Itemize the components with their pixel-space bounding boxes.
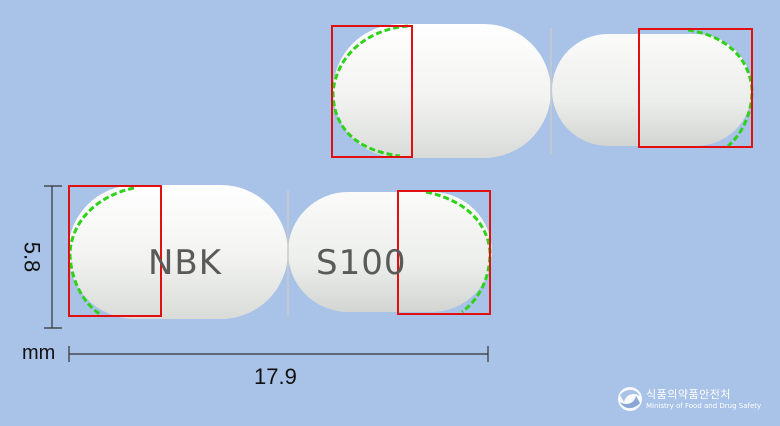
detect-box-back-left — [331, 25, 413, 158]
mfds-emblem-icon — [618, 387, 642, 411]
capsule-back-body — [552, 34, 752, 146]
length-dimension-line — [68, 346, 489, 362]
capsule-back-view — [331, 24, 754, 158]
height-value-label: 5.8 — [19, 241, 45, 273]
height-dimension-line — [44, 185, 62, 329]
watermark-english-text: Ministry of Food and Drug Safety — [646, 402, 762, 410]
imprint-nbk: NBK — [148, 243, 223, 283]
unit-label: mm — [22, 342, 56, 364]
capsule-front-view — [68, 185, 492, 319]
detect-box-front-right — [397, 190, 491, 315]
capsule-front-body — [288, 192, 492, 312]
contour-front-left — [68, 186, 135, 316]
detect-box-front-left — [68, 185, 162, 317]
imprint-s100: S100 — [316, 243, 407, 283]
detect-box-back-right — [638, 28, 753, 148]
watermark-korean-text: 식품의약품안전처 — [646, 388, 731, 401]
capsule-back-cap — [333, 24, 551, 158]
length-value-label: 17.9 — [254, 364, 297, 389]
capsule-front-cap — [68, 185, 288, 319]
